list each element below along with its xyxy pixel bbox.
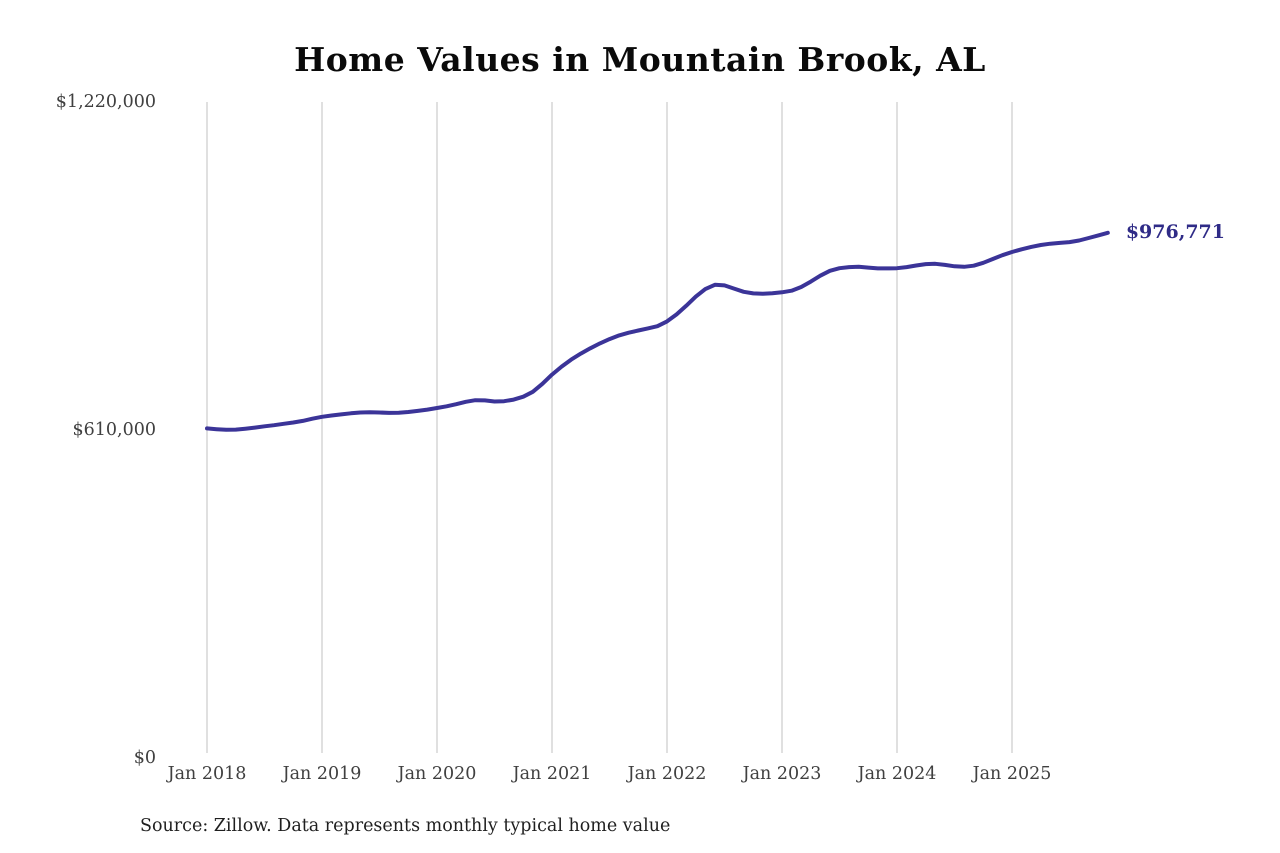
latest-value-label: $976,771 [1125,220,1225,243]
x-tick-label: Jan 2019 [282,764,362,784]
x-tick-label: Jan 2025 [972,764,1052,784]
x-tick-label: Jan 2018 [167,764,247,784]
y-tick-label: $1,220,000 [55,92,156,112]
x-tick-label: Jan 2020 [397,764,477,784]
x-tick-label: Jan 2024 [857,764,937,784]
y-tick-label: $610,000 [72,420,156,440]
x-tick-label: Jan 2023 [742,764,822,784]
home-value-line [205,230,1110,432]
chart-title: Home Values in Mountain Brook, AL [294,40,986,79]
y-tick-label: $0 [133,748,156,768]
x-tick-label: Jan 2022 [627,764,707,784]
x-tick-label: Jan 2021 [512,764,592,784]
source-note: Source: Zillow. Data represents monthly … [140,816,671,836]
